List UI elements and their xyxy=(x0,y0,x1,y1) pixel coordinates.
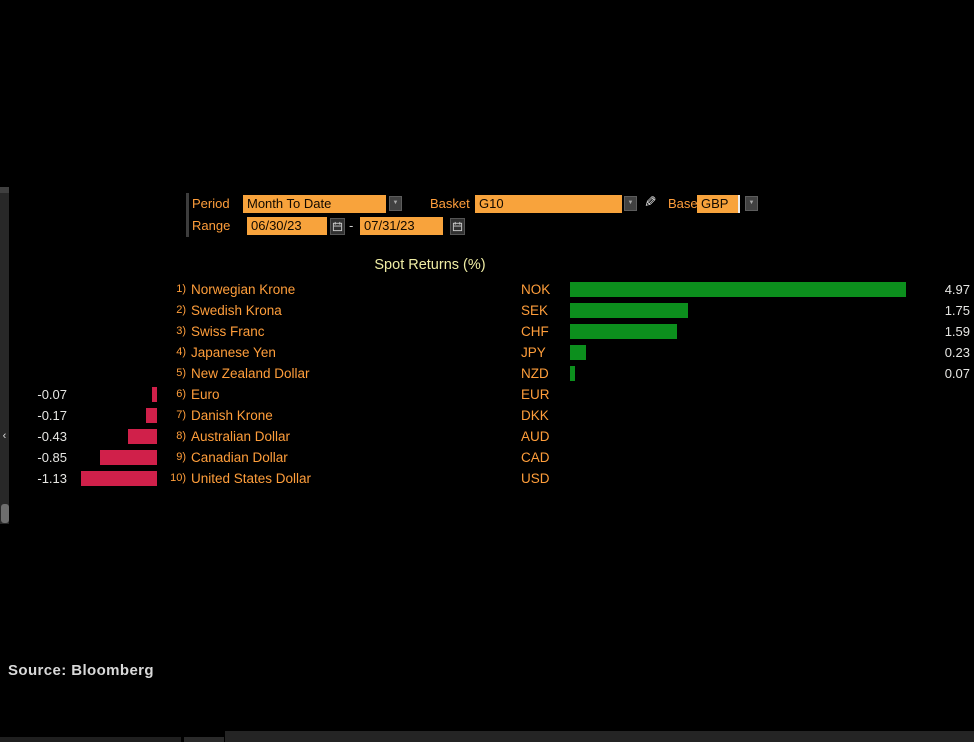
range-separator: - xyxy=(349,217,353,235)
row-code: NZD xyxy=(521,363,565,384)
row-rank[interactable]: 5) xyxy=(158,363,186,384)
chart-row: 2)Swedish Krona SEK 1.75 xyxy=(0,300,974,321)
chart-row: 10)United States Dollar USD -1.13 xyxy=(0,468,974,489)
row-code: DKK xyxy=(521,405,565,426)
bar-negative xyxy=(128,429,157,444)
calendar-icon xyxy=(332,221,343,232)
row-value: 1.59 xyxy=(908,321,970,342)
row-value: -1.13 xyxy=(17,468,67,489)
row-rank[interactable]: 1) xyxy=(158,279,186,300)
taskbar-segment-middle xyxy=(184,737,224,742)
basket-label: Basket xyxy=(430,195,470,213)
chart-row: 4)Japanese Yen JPY 0.23 xyxy=(0,342,974,363)
row-value: 0.23 xyxy=(908,342,970,363)
basket-dropdown-arrow-icon[interactable]: ▼ xyxy=(624,196,637,211)
row-code: JPY xyxy=(521,342,565,363)
chart-title: Spot Returns (%) xyxy=(190,257,670,273)
control-panel: Period Month To Date ▼ Basket G10 ▼ ✎ Ba… xyxy=(186,193,806,239)
bar-negative xyxy=(81,471,157,486)
chart-row: 5)New Zealand Dollar NZD 0.07 xyxy=(0,363,974,384)
period-dropdown-arrow-icon[interactable]: ▼ xyxy=(389,196,402,211)
chart-row: 1)Norwegian Krone NOK 4.97 xyxy=(0,279,974,300)
row-code: USD xyxy=(521,468,565,489)
row-name[interactable]: Euro xyxy=(191,384,220,405)
chart-rows: 1)Norwegian KroneNOK4.972)Swedish KronaS… xyxy=(0,279,974,489)
row-name[interactable]: Japanese Yen xyxy=(191,342,276,363)
row-code: NOK xyxy=(521,279,565,300)
edit-pencil-icon[interactable]: ✎ xyxy=(644,194,657,212)
row-value: -0.85 xyxy=(17,447,67,468)
bar-negative xyxy=(100,450,157,465)
range-start-calendar-button[interactable] xyxy=(330,218,345,235)
left-panel-strip-cap xyxy=(0,187,9,193)
bar-positive xyxy=(570,345,586,360)
chart-row: 7)Danish Krone DKK -0.17 xyxy=(0,405,974,426)
taskbar-segment-right xyxy=(225,731,974,742)
row-rank[interactable]: 4) xyxy=(158,342,186,363)
bar-positive xyxy=(570,303,688,318)
bar-positive xyxy=(570,324,677,339)
source-credit: Source: Bloomberg xyxy=(8,662,154,679)
row-code: AUD xyxy=(521,426,565,447)
base-field[interactable]: GBP xyxy=(697,195,740,213)
row-name[interactable]: Norwegian Krone xyxy=(191,279,295,300)
row-code: EUR xyxy=(521,384,565,405)
chart-row: 9)Canadian Dollar CAD -0.85 xyxy=(0,447,974,468)
row-value: 1.75 xyxy=(908,300,970,321)
basket-field[interactable]: G10 xyxy=(475,195,622,213)
row-name[interactable]: Danish Krone xyxy=(191,405,273,426)
row-rank[interactable]: 6) xyxy=(158,384,186,405)
bar-negative xyxy=(152,387,157,402)
row-rank[interactable]: 10) xyxy=(158,468,186,489)
base-dropdown-arrow-icon[interactable]: ▼ xyxy=(745,196,758,211)
chart-row: 8)Australian Dollar AUD -0.43 xyxy=(0,426,974,447)
row-code: CHF xyxy=(521,321,565,342)
row-name[interactable]: Swedish Krona xyxy=(191,300,282,321)
chart-row: 3)Swiss Franc CHF 1.59 xyxy=(0,321,974,342)
row-name[interactable]: Swiss Franc xyxy=(191,321,265,342)
range-end-field[interactable]: 07/31/23 xyxy=(360,217,443,235)
row-name[interactable]: United States Dollar xyxy=(191,468,311,489)
bar-negative xyxy=(146,408,157,423)
row-rank[interactable]: 2) xyxy=(158,300,186,321)
row-rank[interactable]: 9) xyxy=(158,447,186,468)
row-code: CAD xyxy=(521,447,565,468)
terminal-screen: ‹ Period Month To Date ▼ Basket G10 ▼ ✎ … xyxy=(0,0,974,742)
period-field[interactable]: Month To Date xyxy=(243,195,386,213)
bar-positive xyxy=(570,366,575,381)
range-end-calendar-button[interactable] xyxy=(450,218,465,235)
range-start-field[interactable]: 06/30/23 xyxy=(247,217,327,235)
row-name[interactable]: Australian Dollar xyxy=(191,426,290,447)
row-code: SEK xyxy=(521,300,565,321)
range-label: Range xyxy=(192,217,230,235)
calendar-icon xyxy=(452,221,463,232)
row-name[interactable]: Canadian Dollar xyxy=(191,447,288,468)
taskbar-segment-left xyxy=(0,737,181,742)
row-value: -0.07 xyxy=(17,384,67,405)
bar-positive xyxy=(570,282,906,297)
row-value: -0.43 xyxy=(17,426,67,447)
row-value: 4.97 xyxy=(908,279,970,300)
scrollbar-thumb[interactable] xyxy=(1,504,9,523)
row-rank[interactable]: 3) xyxy=(158,321,186,342)
base-label: Base xyxy=(668,195,698,213)
row-name[interactable]: New Zealand Dollar xyxy=(191,363,310,384)
row-value: -0.17 xyxy=(17,405,67,426)
row-rank[interactable]: 8) xyxy=(158,426,186,447)
chart-row: 6)Euro EUR -0.07 xyxy=(0,384,974,405)
panel-divider xyxy=(186,193,189,237)
row-value: 0.07 xyxy=(908,363,970,384)
period-label: Period xyxy=(192,195,230,213)
row-rank[interactable]: 7) xyxy=(158,405,186,426)
